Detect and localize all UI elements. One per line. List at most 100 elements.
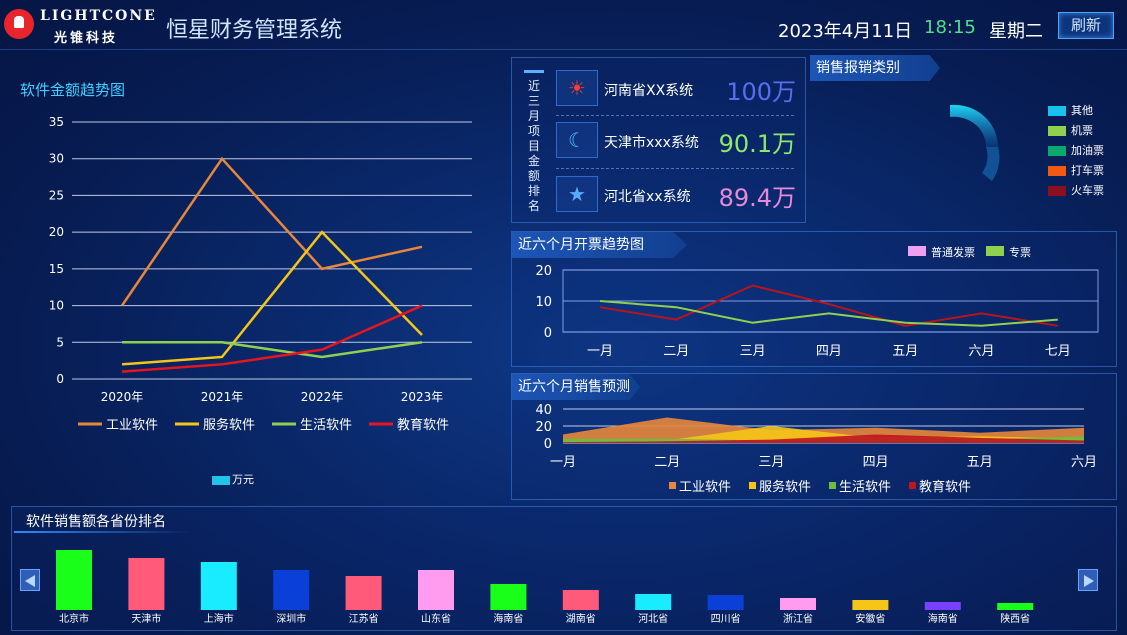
x-tick-label: 五月 bbox=[892, 344, 918, 359]
province-bar bbox=[418, 570, 454, 610]
y-tick-label: 10 bbox=[535, 295, 552, 310]
legend-label: 普通发票 bbox=[931, 245, 975, 259]
province-label: 海南省 bbox=[928, 612, 958, 625]
rank-divider bbox=[556, 168, 794, 169]
rank-item-name: 天津市xxx系统 bbox=[604, 135, 699, 151]
series-area bbox=[563, 417, 1084, 443]
province-label: 上海市 bbox=[204, 612, 234, 625]
category-legend-swatch bbox=[1048, 146, 1066, 156]
sales-category-gauge bbox=[950, 104, 1000, 181]
province-label: 山东省 bbox=[421, 612, 451, 625]
rank-item-name: 河北省xx系统 bbox=[604, 189, 691, 205]
sales-category-title: 销售报销类别 bbox=[810, 55, 940, 81]
x-tick-label: 2022年 bbox=[301, 390, 344, 404]
province-label: 浙江省 bbox=[783, 612, 813, 625]
y-tick-label: 0 bbox=[544, 326, 552, 341]
x-tick-label: 三月 bbox=[740, 344, 766, 359]
legend-label: 生活软件 bbox=[300, 418, 352, 433]
page-title: 恒星财务管理系统 bbox=[166, 18, 343, 43]
project-rank-vertical-label: 近三月项目金额排名 bbox=[526, 70, 542, 214]
invoice-trend-title: 近六个月开票趋势图 bbox=[512, 232, 687, 258]
legend-label: 工业软件 bbox=[679, 480, 731, 495]
current-date: 2023年4月11日 bbox=[778, 21, 913, 42]
province-label: 江苏省 bbox=[349, 612, 379, 625]
y-tick-label: 5 bbox=[56, 335, 64, 349]
province-rank-chart: 北京市 天津市 上海市 深圳市 江苏省 山东省 海南省 湖南省 河北省 四川省 浙江省 安徽省 海南省 陕… bbox=[56, 550, 1034, 625]
province-rank-title-underline bbox=[14, 531, 192, 533]
legend-label: 教育软件 bbox=[397, 417, 449, 433]
rank-item: ★ 河北省xx系统 89.4万 bbox=[556, 176, 796, 218]
x-tick-label: 七月 bbox=[1045, 344, 1071, 359]
unit-legend[interactable]: 万元 bbox=[212, 471, 254, 487]
category-legend-item[interactable]: 其他 bbox=[1048, 102, 1093, 118]
sales-forecast-title: 近六个月销售预测 bbox=[512, 374, 640, 400]
sales-forecast-panel: 近六个月销售预测 0 20 40 一月 二月 三月 四月 五月 六月 工业软件 服务软件 生活软件 教育… bbox=[511, 373, 1117, 500]
rank-item-value: 90.1万 bbox=[718, 130, 796, 158]
header-bar bbox=[0, 0, 1127, 50]
x-tick-label: 五月 bbox=[967, 455, 993, 470]
unit-legend-swatch bbox=[212, 475, 230, 485]
province-bar bbox=[562, 590, 599, 610]
category-legend-item[interactable]: 打车票 bbox=[1048, 162, 1104, 178]
x-tick-label: 三月 bbox=[758, 455, 784, 470]
x-tick-label: 2020年 bbox=[101, 390, 144, 404]
province-rank-title: 软件销售额各省份排名 bbox=[26, 514, 166, 530]
logo-english-text: LIGHTCONE bbox=[40, 8, 157, 24]
series-line bbox=[121, 230, 423, 366]
category-legend-label: 机票 bbox=[1071, 124, 1093, 137]
province-bar bbox=[852, 600, 889, 610]
logo-chinese-text: 光锥科技 bbox=[54, 31, 119, 46]
x-tick-label: 四月 bbox=[863, 455, 889, 470]
carousel-next-button[interactable] bbox=[1078, 569, 1098, 591]
refresh-button[interactable]: 刷新 bbox=[1058, 12, 1114, 39]
carousel-prev-button[interactable] bbox=[20, 569, 40, 591]
legend-label: 服务软件 bbox=[759, 479, 811, 495]
current-weekday: 星期二 bbox=[989, 21, 1043, 42]
legend-label: 工业软件 bbox=[106, 418, 158, 433]
legend-swatch bbox=[829, 482, 836, 489]
gauge-arc bbox=[950, 104, 999, 147]
x-tick-label: 四月 bbox=[816, 344, 842, 359]
invoice-trend-chart: 0 10 20 一月 二月 三月 四月 五月 六月 七月 普通发票 专票 bbox=[535, 245, 1099, 359]
province-bar bbox=[200, 562, 237, 610]
gauge-arc-tail bbox=[982, 147, 1000, 181]
rank-item-name: 河南省XX系统 bbox=[604, 83, 694, 99]
province-bar bbox=[128, 558, 165, 610]
x-tick-label: 六月 bbox=[1071, 455, 1097, 470]
current-time: 18:15 bbox=[924, 17, 976, 38]
category-legend-item[interactable]: 火车票 bbox=[1048, 182, 1104, 198]
x-tick-label: 2021年 bbox=[201, 390, 244, 404]
category-legend-item[interactable]: 机票 bbox=[1048, 122, 1093, 138]
category-legend-label: 打车票 bbox=[1071, 164, 1104, 177]
series-line bbox=[599, 300, 1058, 327]
project-rank-panel: 近三月项目金额排名 ☀ 河南省XX系统 100万 ☾ 天津市xxx系统 90.1… bbox=[511, 57, 806, 223]
series-line bbox=[121, 304, 423, 373]
x-tick-label: 2023年 bbox=[401, 390, 444, 404]
y-tick-label: 20 bbox=[535, 420, 552, 435]
province-bar bbox=[707, 595, 744, 610]
province-bar bbox=[273, 570, 310, 610]
y-tick-label: 40 bbox=[535, 403, 552, 418]
province-bar bbox=[345, 576, 382, 610]
rank-item: ☾ 天津市xxx系统 90.1万 bbox=[556, 122, 796, 164]
category-legend-swatch bbox=[1048, 186, 1066, 196]
software-trend-title: 软件金额趋势图 bbox=[20, 81, 126, 99]
rank-item-value: 100万 bbox=[726, 78, 796, 106]
rank-divider bbox=[556, 115, 794, 116]
rank-item: ☀ 河南省XX系统 100万 bbox=[556, 70, 796, 112]
category-legend-item[interactable]: 加油票 bbox=[1048, 142, 1104, 158]
legend-label: 服务软件 bbox=[203, 417, 255, 433]
star-icon: ★ bbox=[556, 176, 598, 212]
province-bar bbox=[924, 602, 961, 610]
legend-swatch bbox=[908, 246, 926, 256]
legend-swatch bbox=[986, 246, 1004, 256]
x-tick-label: 二月 bbox=[654, 455, 680, 470]
y-tick-label: 10 bbox=[49, 299, 64, 313]
province-label: 北京市 bbox=[59, 612, 89, 625]
province-bar bbox=[997, 603, 1034, 610]
category-legend-swatch bbox=[1048, 126, 1066, 136]
x-tick-label: 一月 bbox=[587, 344, 613, 359]
category-legend-swatch bbox=[1048, 106, 1066, 116]
